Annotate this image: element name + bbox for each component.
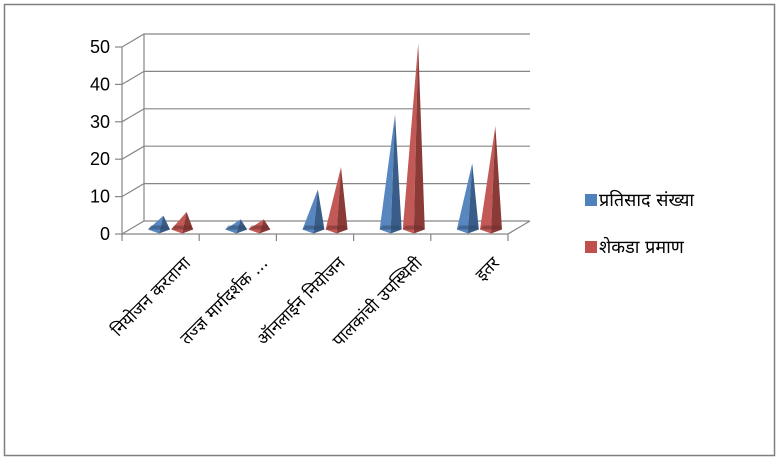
y-tick-label-5: 50 <box>90 37 110 57</box>
y-tick-label-3: 30 <box>90 112 110 132</box>
pyramid-percentage-1 <box>248 219 271 234</box>
pyramid-response-count-3 <box>379 114 402 234</box>
legend-label-0: प्रतिसाद संख्या <box>599 189 694 211</box>
pyramid-percentage-4 <box>479 125 502 234</box>
legend-swatch-1 <box>585 241 597 253</box>
pyramid-percentage-3 <box>402 43 425 234</box>
plot-marks <box>148 43 502 234</box>
y-tick-label-1: 10 <box>90 187 110 207</box>
legend: प्रतिसाद संख्या शेकडा प्रमाण <box>585 189 694 258</box>
pyramid-response-count-4 <box>456 163 479 234</box>
pyramid-percentage-0 <box>171 211 194 234</box>
y-tick-label-2: 20 <box>90 149 110 169</box>
y-tick-label-0: 0 <box>100 224 110 244</box>
pyramid-response-count-2 <box>302 189 325 234</box>
y-tick-label-4: 40 <box>90 74 110 94</box>
axes <box>115 34 531 241</box>
legend-swatch-0 <box>585 194 597 206</box>
legend-label-1: शेकडा प्रमाण <box>599 236 685 258</box>
legend-item-1: शेकडा प्रमाण <box>585 236 685 258</box>
pyramid-response-count-0 <box>148 215 171 234</box>
pyramid-percentage-2 <box>325 167 348 234</box>
legend-item-0: प्रतिसाद संख्या <box>585 189 694 211</box>
pyramid-response-count-1 <box>225 219 248 234</box>
